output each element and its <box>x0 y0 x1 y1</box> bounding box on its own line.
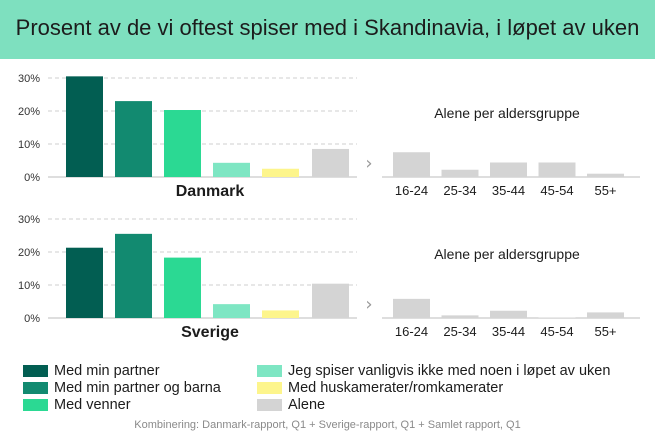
bar-med-venner <box>164 110 201 177</box>
age-chart-title: Alene per aldersgruppe <box>434 246 580 262</box>
legend-label: Alene <box>288 397 326 413</box>
chevron-right-icon: › <box>365 153 372 174</box>
age-category-label: 25-34 <box>443 183 476 198</box>
legend-swatch <box>257 399 282 411</box>
legend-item-friends: Med venner <box>23 397 131 413</box>
legend-label: Med huskamerater/romkamerater <box>288 380 504 396</box>
age-bar-16-24 <box>393 298 430 318</box>
age-category-label: 55+ <box>594 324 616 339</box>
legend-item-roommates: Med huskamerater/romkamerater <box>257 380 503 396</box>
age-bar-55plus <box>587 173 624 177</box>
legend-label: Med min partner <box>54 363 160 379</box>
source-note: Kombinering: Danmark-rapport, Q1 + Sveri… <box>134 419 521 431</box>
country-label: Sverige <box>181 324 239 341</box>
age-bar-35-44 <box>490 310 527 318</box>
y-tick-label: 0% <box>24 313 40 325</box>
legend-item-nobody: Jeg spiser vanligvis ikke med noen i løp… <box>257 363 610 379</box>
bar-jeg-spiser-vanligvis-ikke-med-noen-i-l-pet-av-uken <box>213 162 250 177</box>
legend-label: Jeg spiser vanligvis ikke med noen i løp… <box>288 363 611 379</box>
chevron-right-icon: › <box>365 294 372 315</box>
legend-item-partner: Med min partner <box>23 363 160 379</box>
legend-swatch <box>23 365 48 377</box>
bar-med-min-partner <box>66 76 103 177</box>
age-bar-25-34 <box>441 315 479 318</box>
y-tick-label: 10% <box>18 139 40 151</box>
age-category-label: 55+ <box>594 183 616 198</box>
age-bar-55plus <box>587 312 624 318</box>
age-bar-16-24 <box>393 152 430 177</box>
age-bar-35-44 <box>490 162 527 177</box>
y-tick-label: 20% <box>18 106 40 118</box>
y-tick-label: 10% <box>18 280 40 292</box>
age-bar-25-34 <box>441 169 479 177</box>
bar-alene <box>312 283 349 318</box>
bar-med-min-partner-og-barna <box>115 101 152 177</box>
legend-label: Med venner <box>54 397 131 413</box>
legend-swatch <box>257 365 282 377</box>
age-category-label: 45-54 <box>540 183 573 198</box>
chart-title: Prosent av de vi oftest spiser med i Ska… <box>15 15 640 40</box>
age-chart-title: Alene per aldersgruppe <box>434 105 580 121</box>
legend-swatch <box>23 382 48 394</box>
legend-swatch <box>257 382 282 394</box>
age-category-label: 16-24 <box>395 183 428 198</box>
age-category-label: 35-44 <box>492 183 525 198</box>
age-bar-45-54 <box>538 162 576 177</box>
chart-canvas: 30% 20% 10% 0% Danmark › Alene per aldersgrupp… <box>18 73 640 341</box>
bar-jeg-spiser-vanligvis-ikke-med-noen-i-l-pet-av-uken <box>213 304 250 318</box>
country-label: Danmark <box>176 183 245 200</box>
legend-swatch <box>23 399 48 411</box>
legend-item-partner-children: Med min partner og barna <box>23 380 221 396</box>
legend-item-alone: Alene <box>257 397 325 413</box>
age-category-label: 16-24 <box>395 324 428 339</box>
age-category-label: 45-54 <box>540 324 573 339</box>
y-tick-label: 30% <box>18 73 40 85</box>
bar-med-min-partner-og-barna <box>115 233 152 318</box>
age-category-label: 35-44 <box>492 324 525 339</box>
y-tick-label: 20% <box>18 247 40 259</box>
bar-alene <box>312 148 349 177</box>
age-bar-45-54 <box>538 317 576 318</box>
bar-med-huskamerater-romkamerater <box>262 310 299 318</box>
y-tick-label: 30% <box>18 214 40 226</box>
bar-med-min-partner <box>66 247 103 318</box>
y-tick-label: 0% <box>24 172 40 184</box>
title-banner <box>0 0 655 59</box>
bar-med-huskamerater-romkamerater <box>262 168 299 177</box>
bar-med-venner <box>164 257 201 318</box>
legend-label: Med min partner og barna <box>54 380 221 396</box>
age-category-label: 25-34 <box>443 324 476 339</box>
